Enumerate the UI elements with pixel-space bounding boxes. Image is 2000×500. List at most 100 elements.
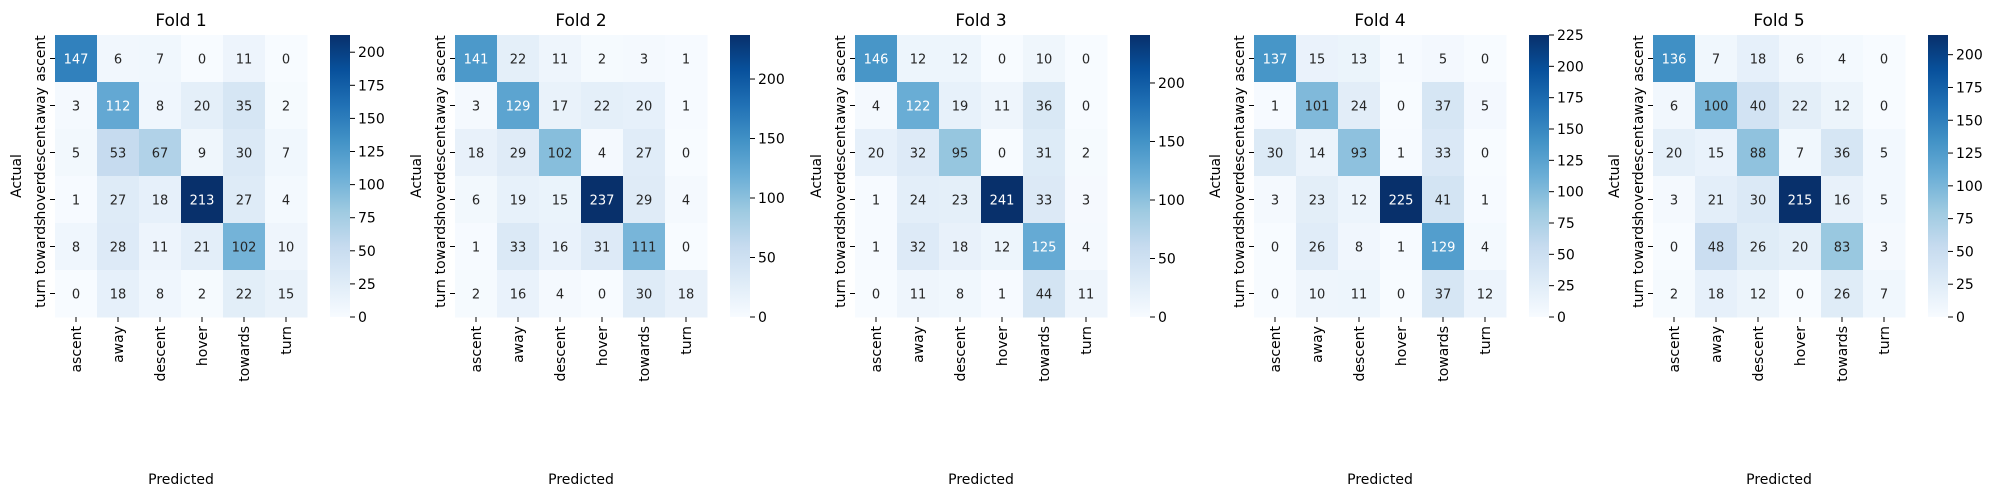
heatmap-cell	[55, 270, 98, 318]
heatmap-cell	[1779, 223, 1822, 271]
cell-value-label: 28	[110, 241, 127, 256]
heatmap-cell	[1779, 176, 1822, 224]
heatmap-cell	[1737, 176, 1780, 224]
heatmap-cell	[1695, 270, 1738, 318]
y-tick-label: towards	[1232, 219, 1248, 275]
heatmap-cell	[139, 129, 182, 177]
heatmap-cell	[539, 270, 582, 318]
heatmap-cell	[1863, 223, 1906, 271]
cell-value-label: 24	[910, 194, 927, 209]
cell-value-label: 241	[990, 194, 1015, 209]
heatmap-cell	[1653, 270, 1696, 318]
x-tick-label: ascent	[869, 325, 885, 372]
cell-value-label: 1	[472, 241, 480, 256]
cell-value-label: 111	[632, 241, 657, 256]
heatmap-cell	[897, 176, 940, 224]
cell-value-label: 33	[1036, 194, 1053, 209]
cell-value-label: 12	[1477, 288, 1494, 303]
heatmap-cell	[665, 129, 708, 177]
colorbar-tick-label: 75	[1956, 212, 1974, 228]
heatmap-cell	[1254, 82, 1297, 130]
heatmap-cell	[581, 223, 624, 271]
cell-value-label: 27	[636, 147, 653, 162]
heatmap-cell	[1863, 270, 1906, 318]
heatmap-cell	[1695, 82, 1738, 130]
heatmap-cell	[1653, 35, 1696, 83]
heatmap-cell	[1821, 35, 1864, 83]
heatmap-cell	[97, 176, 140, 224]
heatmap-cell	[981, 35, 1024, 83]
heatmap-cell	[1737, 223, 1780, 271]
heatmap-cell	[1422, 223, 1465, 271]
x-tick-label: turn	[1079, 326, 1095, 355]
cell-value-label: 19	[952, 100, 969, 115]
heatmap-cell	[897, 223, 940, 271]
heatmap-cell	[1779, 270, 1822, 318]
heatmap-cell	[539, 223, 582, 271]
cell-value-label: 93	[1351, 147, 1368, 162]
cell-value-label: 21	[194, 241, 211, 256]
cell-value-label: 125	[1032, 241, 1057, 256]
heatmap-cell	[1737, 129, 1780, 177]
heatmap-cell	[1422, 176, 1465, 224]
x-axis-label: Predicted	[148, 472, 214, 488]
y-tick-label: descent	[1631, 124, 1647, 180]
colorbar-tick-label: 150	[358, 111, 385, 127]
cell-value-label: 11	[910, 288, 927, 303]
heatmap-cell	[539, 82, 582, 130]
colorbar-tick-label: 175	[1956, 80, 1983, 96]
cell-value-label: 18	[678, 288, 695, 303]
cell-value-label: 0	[1397, 288, 1405, 303]
x-axis-label: Predicted	[948, 472, 1014, 488]
cell-value-label: 0	[1880, 100, 1888, 115]
cell-value-label: 3	[1670, 194, 1678, 209]
heatmap-cell	[1023, 223, 1066, 271]
colorbar-tick-label: 0	[758, 310, 767, 326]
colorbar-tick-label: 175	[1557, 91, 1584, 107]
cell-value-label: 23	[952, 194, 969, 209]
heatmap-cell	[1065, 82, 1108, 130]
cell-value-label: 67	[152, 147, 169, 162]
cell-value-label: 32	[910, 241, 927, 256]
heatmap-cell	[97, 129, 140, 177]
heatmap-cell	[623, 223, 666, 271]
heatmap-cell	[939, 176, 982, 224]
cell-value-label: 5	[1481, 100, 1489, 115]
colorbar-tick-label: 75	[358, 211, 376, 227]
cell-value-label: 1	[72, 194, 80, 209]
cell-value-label: 146	[864, 53, 889, 68]
heatmap-cell	[223, 176, 266, 224]
cell-value-label: 18	[952, 241, 969, 256]
cell-value-label: 10	[1309, 288, 1326, 303]
cell-value-label: 4	[282, 194, 290, 209]
heatmap-cell	[1863, 35, 1906, 83]
colorbar-tick-label: 25	[1956, 277, 1974, 293]
x-axis-label: Predicted	[1347, 472, 1413, 488]
heatmap-cell	[581, 270, 624, 318]
cell-value-label: 0	[598, 288, 606, 303]
heatmap-cell	[665, 270, 708, 318]
cell-value-label: 13	[1351, 53, 1368, 68]
heatmap-cell	[1863, 82, 1906, 130]
heatmap-cell	[897, 82, 940, 130]
heatmap-cell	[55, 129, 98, 177]
cell-value-label: 4	[682, 194, 690, 209]
heatmap-cell	[981, 82, 1024, 130]
heatmap-cell	[1296, 129, 1339, 177]
heatmap-cell	[1023, 82, 1066, 130]
colorbar	[1529, 35, 1549, 317]
cell-value-label: 1	[1481, 194, 1489, 209]
cell-value-label: 0	[198, 53, 206, 68]
y-axis-label: Actual	[1208, 154, 1224, 198]
cell-value-label: 4	[1082, 241, 1090, 256]
cell-value-label: 16	[552, 241, 569, 256]
colorbar-tick-label: 50	[1557, 247, 1575, 263]
heatmap-cell	[181, 82, 224, 130]
x-tick-label: towards	[637, 326, 653, 382]
cell-value-label: 2	[1082, 147, 1090, 162]
cell-value-label: 8	[1355, 241, 1363, 256]
heatmap-cell	[1023, 176, 1066, 224]
x-tick-label: turn	[279, 326, 295, 355]
cell-value-label: 29	[510, 147, 527, 162]
heatmap-cell	[181, 176, 224, 224]
